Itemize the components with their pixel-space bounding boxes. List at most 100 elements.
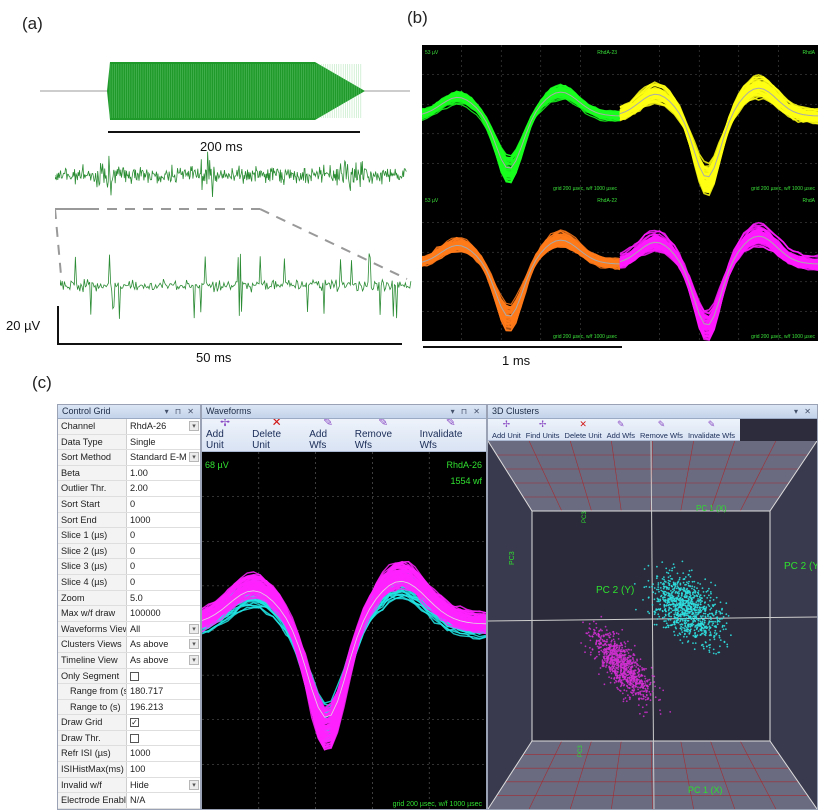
delete-unit-button[interactable]: ✕ Delete Unit xyxy=(565,417,602,440)
waveforms-plot[interactable]: 68 µV RhdA-26 1554 wf grid 200 µsec, w/f… xyxy=(202,452,486,809)
control-grid-row-value[interactable]: ✓ xyxy=(127,715,200,730)
control-grid-row[interactable]: Range from (s) 180.717 xyxy=(58,684,200,700)
scale-label-1ms: 1 ms xyxy=(502,353,531,368)
delete-unit-icon: ✕ xyxy=(271,415,282,429)
clusters-plot[interactable]: PC 2 (Y) PC 2 (Y) PC 1 (X) PC 1 (X) PC3 PC3 PC… xyxy=(488,441,817,809)
invalidate-wfs-button[interactable]: ✎ Invalidate Wfs xyxy=(688,417,735,440)
control-grid-row-name: Clusters Views xyxy=(58,637,127,652)
dropdown-arrow-icon[interactable]: ▾ xyxy=(189,421,199,431)
window-controls[interactable]: ▾ ✕ xyxy=(794,407,813,416)
dropdown-arrow-icon[interactable]: ▾ xyxy=(189,452,199,463)
control-grid-row[interactable]: Draw Thr. xyxy=(58,730,200,747)
control-grid-row[interactable]: Slice 4 (µs) 0 xyxy=(58,574,200,591)
control-grid-row-value[interactable]: Single xyxy=(127,434,200,450)
panel-a-zoomed-trace xyxy=(60,253,412,319)
dropdown-arrow-icon[interactable]: ▾ xyxy=(189,779,199,790)
panel-a-raw-trace xyxy=(55,151,407,198)
control-grid-row-value[interactable]: All ▾ xyxy=(127,621,200,637)
control-grid-row-value[interactable]: 100 xyxy=(127,762,200,777)
control-grid-row-name: Outlier Thr. xyxy=(58,481,127,496)
control-grid-value-text: Hide xyxy=(130,779,149,790)
add-unit-icon: ✢ xyxy=(502,419,511,429)
control-grid-value-text: N/A xyxy=(130,795,146,806)
control-grid-row-value[interactable]: 180.717 xyxy=(127,684,200,699)
control-grid-row-value[interactable]: N/A xyxy=(127,793,200,808)
control-grid-row-value[interactable]: 1000 xyxy=(127,746,200,762)
remove-wfs-button[interactable]: ✎ Remove Wfs xyxy=(355,415,412,451)
control-grid-row[interactable]: Beta 1.00 xyxy=(58,465,200,482)
control-grid-row[interactable]: Data Type Single xyxy=(58,434,200,451)
control-grid-row[interactable]: Invalid w/f Hide ▾ xyxy=(58,777,200,794)
control-grid-row-value[interactable]: Standard E-M ▾ xyxy=(127,450,200,465)
dropdown-arrow-icon[interactable]: ▾ xyxy=(189,623,199,634)
control-grid-row[interactable]: Refr ISI (µs) 1000 xyxy=(58,746,200,763)
control-grid-window: Control Grid ▾ ⊓ ✕ Channel RhdA-26 ▾ Data T… xyxy=(57,404,201,810)
waveforms-titlebar[interactable]: Waveforms ▾ ⊓ ✕ xyxy=(202,405,486,419)
find-units-button[interactable]: ✢ Find Units xyxy=(526,417,560,440)
control-grid-row-value[interactable]: 1000 xyxy=(127,512,200,528)
control-grid-row-value[interactable]: 0 xyxy=(127,496,200,512)
tile-grid-label: grid 200 µsec, w/f 1000 µsec xyxy=(751,186,815,192)
checkbox[interactable]: ✓ xyxy=(130,718,139,728)
control-grid-row[interactable]: Clusters Views As above ▾ xyxy=(58,637,200,653)
control-grid-row-value[interactable]: 2.00 xyxy=(127,481,200,496)
invalidate-wfs-icon: ✎ xyxy=(445,415,456,429)
control-grid-row-value[interactable]: 1.00 xyxy=(127,465,200,481)
invalidate-wfs-button[interactable]: ✎ Invalidate Wfs xyxy=(420,415,482,451)
control-grid-row[interactable]: Channel RhdA-26 ▾ xyxy=(58,419,200,435)
control-grid-value-text: 5.0 xyxy=(130,592,143,603)
control-grid-row[interactable]: Slice 3 (µs) 0 xyxy=(58,559,200,575)
scale-bar-200ms xyxy=(108,131,360,133)
add-wfs-button[interactable]: ✎ Add Wfs xyxy=(607,417,635,440)
panel-a-stimulus-trace xyxy=(40,62,410,120)
find-units-icon: ✢ xyxy=(538,419,547,429)
control-grid-row[interactable]: Sort Method Standard E-M ▾ xyxy=(58,450,200,466)
delete-unit-button[interactable]: ✕ Delete Unit xyxy=(252,415,301,451)
delete-unit-icon: ✕ xyxy=(579,419,587,429)
dropdown-arrow-icon[interactable]: ▾ xyxy=(189,639,199,650)
clusters-title: 3D Clusters xyxy=(492,406,540,416)
control-grid-row-value[interactable]: 5.0 xyxy=(127,590,200,606)
clusters-titlebar[interactable]: 3D Clusters ▾ ✕ xyxy=(488,405,817,419)
window-controls[interactable]: ▾ ⊓ ✕ xyxy=(164,407,196,416)
control-grid-row-value[interactable]: 196.213 xyxy=(127,699,200,715)
control-grid-row-value[interactable]: 100000 xyxy=(127,606,200,621)
control-grid-row-value[interactable]: 0 xyxy=(127,528,200,543)
control-grid-row-value[interactable]: RhdA-26 ▾ xyxy=(127,419,200,434)
control-grid-row[interactable]: Timeline View As above ▾ xyxy=(58,652,200,669)
checkbox[interactable] xyxy=(130,733,139,743)
control-grid-row[interactable]: Range to (s) 196.213 xyxy=(58,699,200,716)
control-grid-row[interactable]: Slice 2 (µs) 0 xyxy=(58,543,200,560)
control-grid-row-value[interactable]: 0 xyxy=(127,543,200,559)
control-grid-row[interactable]: Waveforms View All ▾ xyxy=(58,621,200,638)
add-unit-button[interactable]: ✢ Add Unit xyxy=(492,417,521,440)
add-unit-button[interactable]: ✢ Add Unit xyxy=(206,415,244,451)
control-grid-row-value[interactable] xyxy=(127,668,200,684)
control-grid-row-value[interactable]: 0 xyxy=(127,574,200,590)
control-grid-row-name: Range from (s) xyxy=(58,684,127,699)
dropdown-arrow-icon[interactable]: ▾ xyxy=(189,654,199,665)
control-grid-row[interactable]: Electrode Enable N/A xyxy=(58,793,200,809)
control-grid-row[interactable]: Only Segment xyxy=(58,668,200,685)
add-wfs-button[interactable]: ✎ Add Wfs xyxy=(309,415,347,451)
control-grid-row[interactable]: ISIHistMax(ms) 100 xyxy=(58,762,200,778)
control-grid-row-value[interactable]: As above ▾ xyxy=(127,637,200,652)
amp-label: 68 µV xyxy=(205,460,229,470)
control-grid-row[interactable]: Sort Start 0 xyxy=(58,496,200,513)
window-controls[interactable]: ▾ ⊓ ✕ xyxy=(450,407,482,416)
control-grid-row[interactable]: Outlier Thr. 2.00 xyxy=(58,481,200,497)
control-grid-row[interactable]: Max w/f draw 100000 xyxy=(58,606,200,622)
control-grid-row-value[interactable]: Hide ▾ xyxy=(127,777,200,793)
control-grid-row[interactable]: Draw Grid ✓ xyxy=(58,715,200,731)
control-grid-row-value[interactable]: As above ▾ xyxy=(127,652,200,668)
control-grid-row-name: Slice 1 (µs) xyxy=(58,528,127,543)
control-grid-titlebar[interactable]: Control Grid ▾ ⊓ ✕ xyxy=(58,405,200,419)
control-grid-row[interactable]: Sort End 1000 xyxy=(58,512,200,529)
remove-wfs-button[interactable]: ✎ Remove Wfs xyxy=(640,417,683,440)
control-grid-row[interactable]: Slice 1 (µs) 0 xyxy=(58,528,200,544)
control-grid-row-name: Only Segment xyxy=(58,668,127,684)
control-grid-row[interactable]: Zoom 5.0 xyxy=(58,590,200,607)
control-grid-row-value[interactable] xyxy=(127,730,200,746)
control-grid-row-value[interactable]: 0 xyxy=(127,559,200,574)
checkbox[interactable] xyxy=(130,671,139,681)
